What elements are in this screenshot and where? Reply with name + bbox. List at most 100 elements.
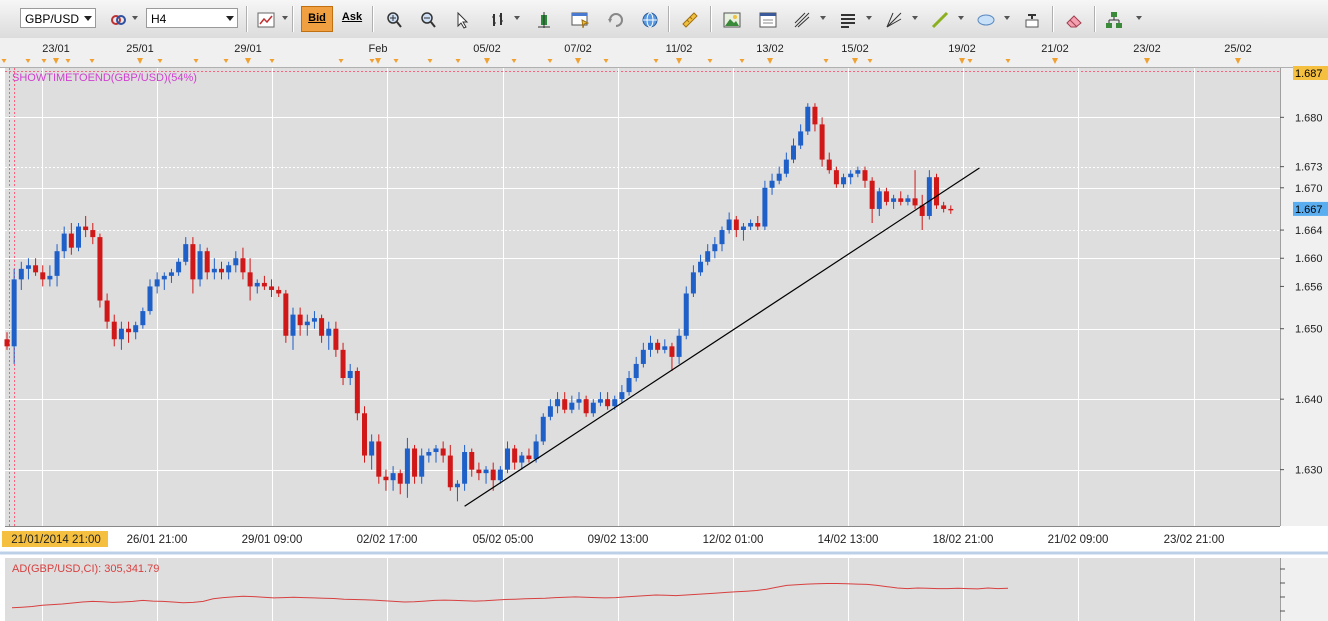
chevron-down-icon[interactable]: [912, 16, 918, 20]
candle-body-up: [25, 265, 31, 269]
candle-body-down: [583, 399, 589, 414]
candle-body-down: [97, 237, 103, 301]
candle-body-up: [569, 402, 575, 410]
bottom-date-label: 26/01 21:00: [127, 534, 188, 546]
chevron-down-icon[interactable]: [282, 16, 288, 20]
picture-icon: [723, 12, 741, 28]
refresh-button[interactable]: [602, 6, 628, 32]
candle-settings-button[interactable]: [530, 6, 556, 32]
candle-body-down: [862, 170, 868, 181]
date-highlight-badge: [2, 531, 108, 547]
trendline-button[interactable]: [926, 6, 952, 32]
candle-body-up: [133, 325, 139, 333]
fork-button[interactable]: [788, 6, 814, 32]
eraser-button[interactable]: [1060, 6, 1086, 32]
bottom-date-label: 12/02 01:00: [703, 534, 764, 546]
date-marker-icon: [455, 59, 461, 63]
bid-button[interactable]: Bid: [301, 6, 333, 32]
candle-body-down: [512, 448, 518, 463]
candle-body-up: [505, 448, 510, 470]
ellipse-button[interactable]: [972, 6, 998, 32]
window-icon: [759, 12, 777, 28]
top-date-label: Feb: [369, 43, 388, 55]
cursor-icon: [457, 11, 469, 29]
candle-body-up: [547, 406, 553, 417]
current-price-label: 1.667: [1295, 204, 1323, 216]
chart-area[interactable]: 23/01 25/01 29/01 Feb 05/02 07/02 11/02 13/02 15…: [0, 38, 1328, 621]
globe-button[interactable]: [636, 6, 662, 32]
zoom-out-button[interactable]: [414, 6, 440, 32]
candle-body-up: [612, 399, 618, 407]
toolbar-separator: [246, 6, 248, 32]
candle-body-down: [269, 286, 275, 290]
top-date-label: 23/02: [1133, 43, 1161, 55]
candle-body-up: [211, 268, 217, 273]
lines-icon: [841, 14, 855, 28]
date-marker-icon: [245, 59, 251, 63]
lines-button[interactable]: [834, 6, 860, 32]
bar-chart-type-button[interactable]: [484, 6, 510, 32]
network-button[interactable]: [1100, 6, 1126, 32]
template-button[interactable]: [566, 6, 592, 32]
text-abc-button[interactable]: [1018, 6, 1044, 32]
candle-body-down: [4, 339, 10, 347]
date-marker-icon: [959, 58, 965, 64]
price-tick-label: 1.670: [1295, 183, 1323, 195]
candle-body-up: [555, 399, 561, 407]
candle-body-down: [605, 399, 611, 407]
chevron-down-icon[interactable]: [958, 16, 964, 20]
chevron-down-icon[interactable]: [1136, 16, 1142, 20]
candle-body-up: [626, 378, 632, 393]
candle-body-up: [848, 173, 854, 178]
chevron-down-icon[interactable]: [866, 16, 872, 20]
candle-body-up: [783, 159, 789, 174]
symbol-select[interactable]: GBP/USD: [20, 8, 96, 28]
ask-button[interactable]: Ask: [341, 11, 363, 23]
candle-body-up: [18, 268, 24, 280]
chevron-down-icon[interactable]: [820, 16, 826, 20]
candle-body-down: [412, 448, 418, 477]
bottom-date-label: 18/02 21:00: [933, 534, 994, 546]
date-marker-icon: [53, 58, 59, 64]
timeframe-select[interactable]: H4: [146, 8, 238, 28]
candle-body-down: [819, 124, 825, 160]
chevron-down-icon[interactable]: [132, 16, 138, 20]
cursor-button[interactable]: [448, 6, 474, 32]
bottom-date-axis: [0, 526, 1328, 552]
candle-body-up: [254, 282, 260, 287]
top-date-label: 25/01: [126, 43, 154, 55]
candle-body-down: [111, 321, 117, 340]
candle-body-down: [490, 469, 496, 481]
bottom-date-label: 21/01/2014 21:00: [11, 534, 101, 546]
candle-body-up: [648, 342, 653, 350]
zoom-in-button[interactable]: [380, 6, 406, 32]
bottom-date-label: 09/02 13:00: [588, 534, 649, 546]
chart-type-button[interactable]: [252, 6, 278, 32]
ruler-button[interactable]: [676, 6, 702, 32]
toolbar-separator: [1052, 6, 1054, 32]
toolbar-separator: [710, 6, 712, 32]
date-marker-icon: [967, 59, 973, 63]
chevron-down-icon[interactable]: [1004, 16, 1010, 20]
picture-button[interactable]: [718, 6, 744, 32]
candle-body-down: [283, 293, 289, 336]
chevron-down-icon[interactable]: [514, 16, 520, 20]
candle-body-down: [912, 198, 918, 206]
candle-body-up: [690, 272, 696, 294]
fan-button[interactable]: [880, 6, 906, 32]
candle-body-up: [454, 483, 460, 488]
candle-body-down: [340, 349, 346, 379]
candle-body-down: [126, 328, 132, 333]
candle-body-down: [826, 159, 832, 171]
candle-body-down: [104, 300, 110, 322]
symbol-link-button[interactable]: [104, 6, 130, 32]
template-icon: [571, 12, 589, 29]
top-date-label: 15/02: [841, 43, 869, 55]
bar-chart-type-icon: [492, 13, 503, 26]
window-button[interactable]: [754, 6, 780, 32]
date-marker-icon: [823, 59, 829, 63]
candle-body-up: [705, 251, 711, 262]
candle-body-down: [919, 205, 925, 216]
candle-body-down: [833, 170, 839, 185]
candle-body-down: [755, 223, 761, 227]
